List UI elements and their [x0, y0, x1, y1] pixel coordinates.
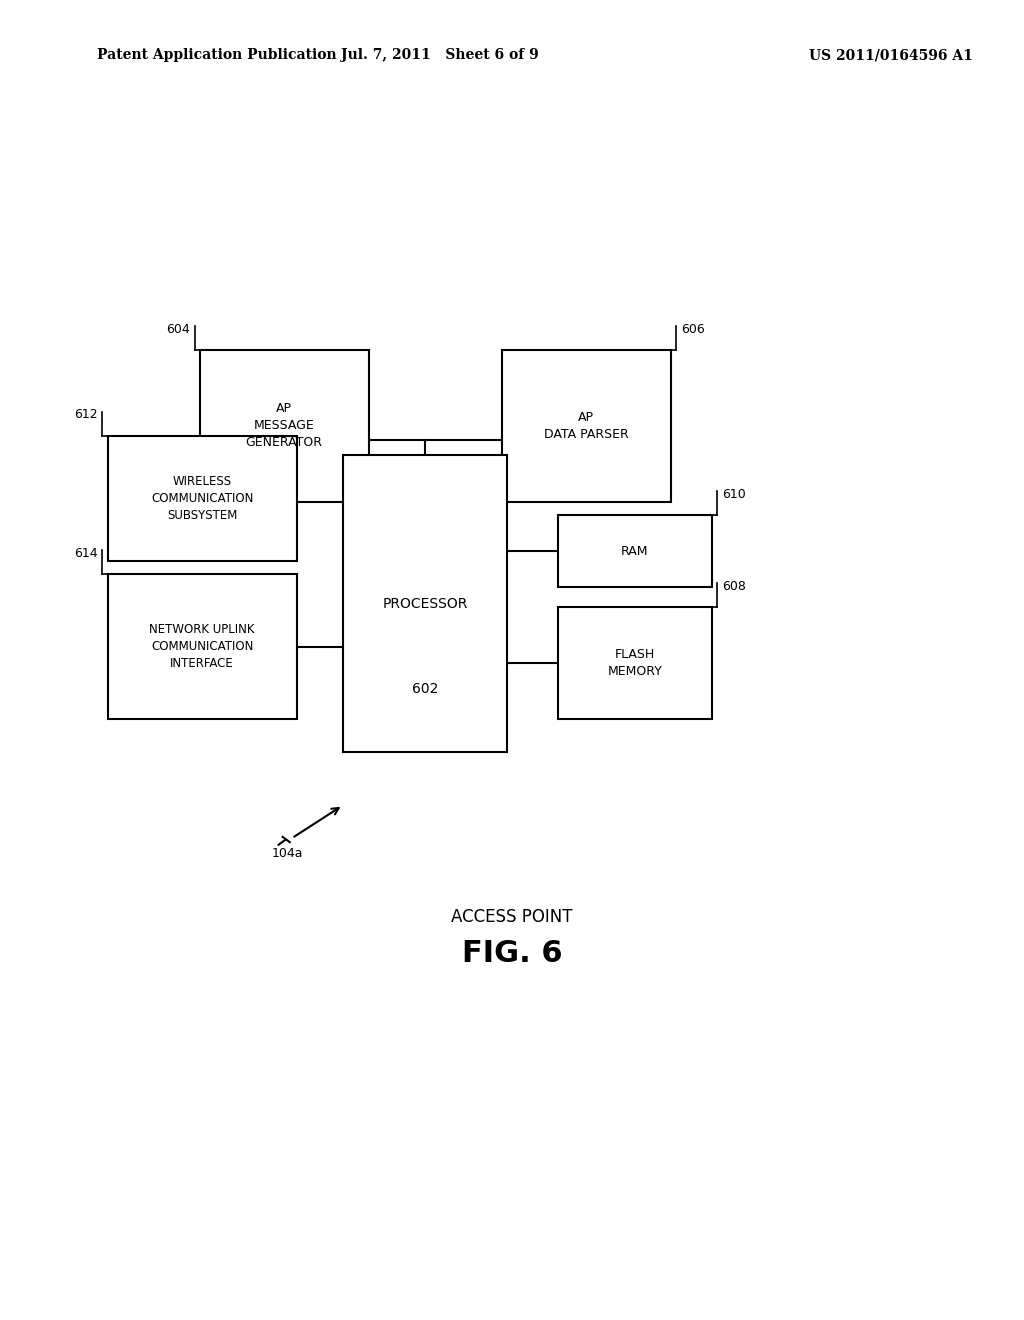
Text: Patent Application Publication: Patent Application Publication: [97, 49, 337, 62]
Text: RAM: RAM: [622, 545, 648, 557]
Text: FIG. 6: FIG. 6: [462, 939, 562, 968]
Bar: [343, 455, 507, 752]
Text: 104a: 104a: [271, 847, 303, 861]
Text: AP
MESSAGE
GENERATOR: AP MESSAGE GENERATOR: [246, 403, 323, 449]
Text: Jul. 7, 2011   Sheet 6 of 9: Jul. 7, 2011 Sheet 6 of 9: [341, 49, 540, 62]
Text: 614: 614: [74, 546, 97, 560]
Text: 602: 602: [412, 682, 438, 696]
Text: WIRELESS
COMMUNICATION
SUBSYSTEM: WIRELESS COMMUNICATION SUBSYSTEM: [152, 475, 253, 521]
Text: ACCESS POINT: ACCESS POINT: [452, 908, 572, 927]
Text: US 2011/0164596 A1: US 2011/0164596 A1: [809, 49, 973, 62]
Text: 606: 606: [681, 322, 705, 335]
Bar: [558, 607, 712, 719]
Text: NETWORK UPLINK
COMMUNICATION
INTERFACE: NETWORK UPLINK COMMUNICATION INTERFACE: [150, 623, 255, 671]
Text: 612: 612: [74, 408, 97, 421]
Text: AP
DATA PARSER: AP DATA PARSER: [544, 411, 629, 441]
Text: 608: 608: [722, 579, 745, 593]
Bar: [200, 350, 369, 502]
Bar: [108, 574, 297, 719]
Text: 610: 610: [722, 487, 745, 500]
Bar: [502, 350, 671, 502]
Text: 604: 604: [166, 322, 189, 335]
Text: PROCESSOR: PROCESSOR: [382, 597, 468, 611]
Bar: [558, 515, 712, 587]
Bar: [108, 436, 297, 561]
Text: FLASH
MEMORY: FLASH MEMORY: [607, 648, 663, 678]
